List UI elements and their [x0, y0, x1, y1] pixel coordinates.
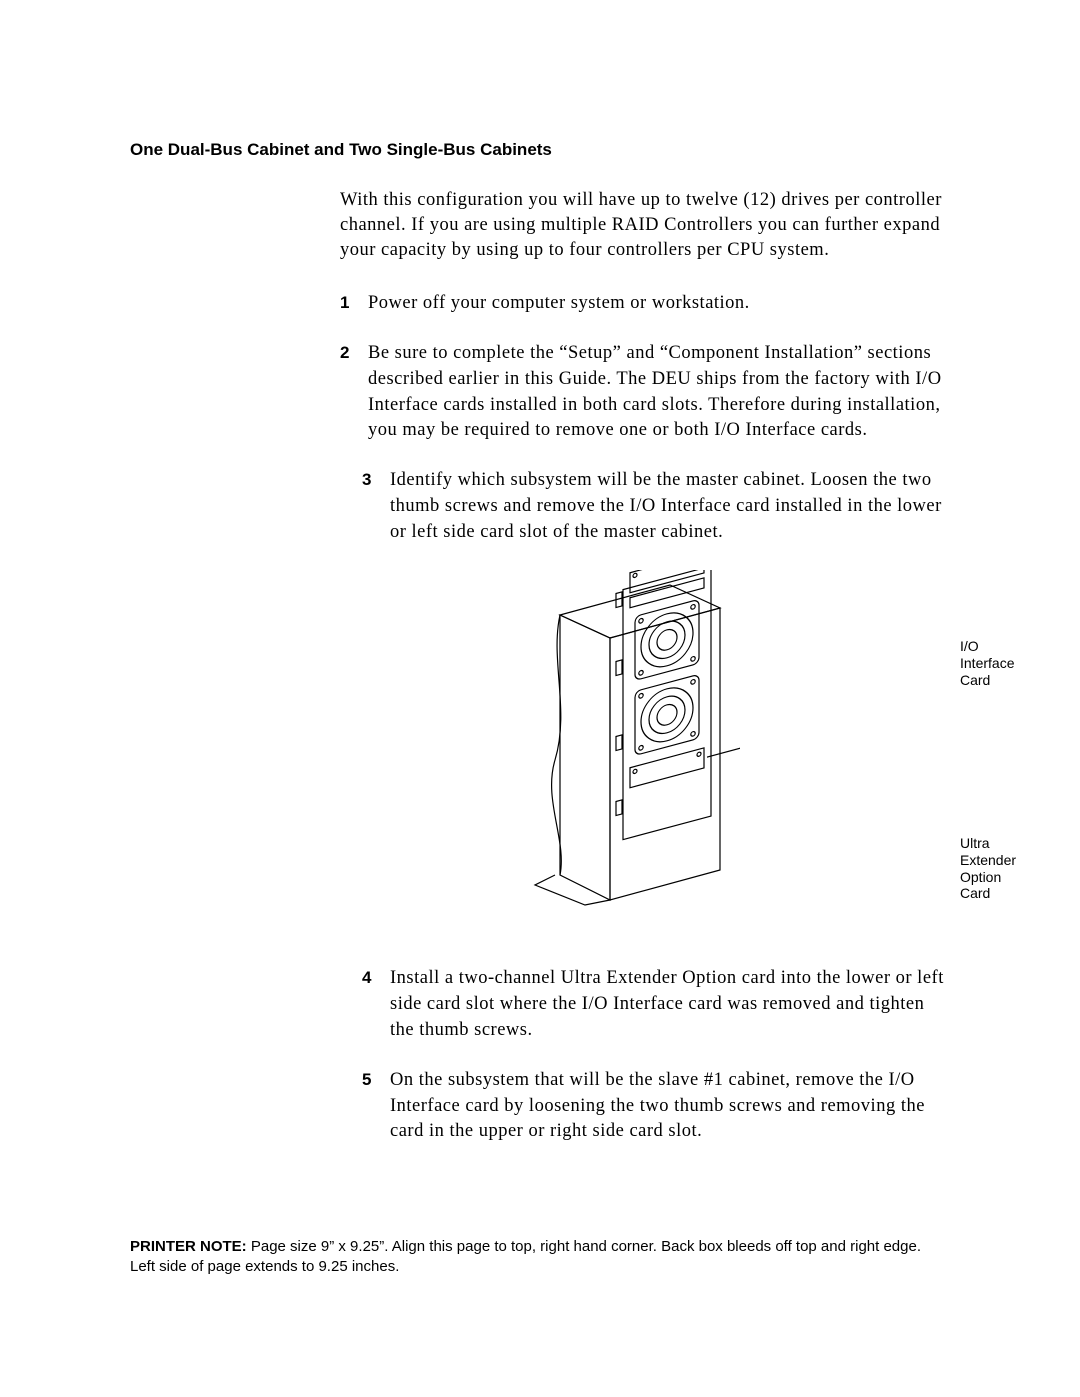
step-item: 4 Install a two-channel Ultra Extender O… — [362, 966, 950, 1044]
cabinet-svg — [435, 570, 855, 930]
step-number: 4 — [362, 966, 384, 1044]
step-text: Be sure to complete the “Setup” and “Com… — [368, 341, 950, 445]
step-text: Power off your computer system or workst… — [368, 291, 950, 317]
callout-io-card: I/O Interface Card — [960, 638, 1014, 688]
section-heading: One Dual-Bus Cabinet and Two Single-Bus … — [130, 140, 950, 160]
document-page: One Dual-Bus Cabinet and Two Single-Bus … — [0, 0, 1080, 1229]
step-text: On the subsystem that will be the slave … — [390, 1068, 950, 1146]
callout-line: Ultra Extender — [960, 835, 1016, 868]
step-number: 2 — [340, 341, 362, 445]
callout-ultra-extender: Ultra Extender Option Card — [960, 835, 1016, 902]
step-list: 1 Power off your computer system or work… — [340, 291, 950, 1145]
step-text: Install a two-channel Ultra Extender Opt… — [390, 966, 950, 1044]
step-item: 3 Identify which subsystem will be the m… — [362, 468, 950, 546]
step-item: 2 Be sure to complete the “Setup” and “C… — [340, 341, 950, 445]
step-item: 5 On the subsystem that will be the slav… — [362, 1068, 950, 1146]
callout-line: Option Card — [960, 869, 1001, 902]
intro-paragraph: With this configuration you will have up… — [340, 188, 950, 263]
step-text: Identify which subsystem will be the mas… — [390, 468, 950, 546]
printer-note-label: PRINTER NOTE: — [130, 1238, 251, 1255]
step-item: 1 Power off your computer system or work… — [340, 291, 950, 317]
step-number: 3 — [362, 468, 384, 546]
printer-note: PRINTER NOTE: Page size 9” x 9.25”. Alig… — [130, 1237, 950, 1278]
cabinet-figure: I/O Interface Card Ultra Extender Option… — [340, 570, 950, 930]
step-number: 1 — [340, 291, 362, 317]
step-number: 5 — [362, 1068, 384, 1146]
